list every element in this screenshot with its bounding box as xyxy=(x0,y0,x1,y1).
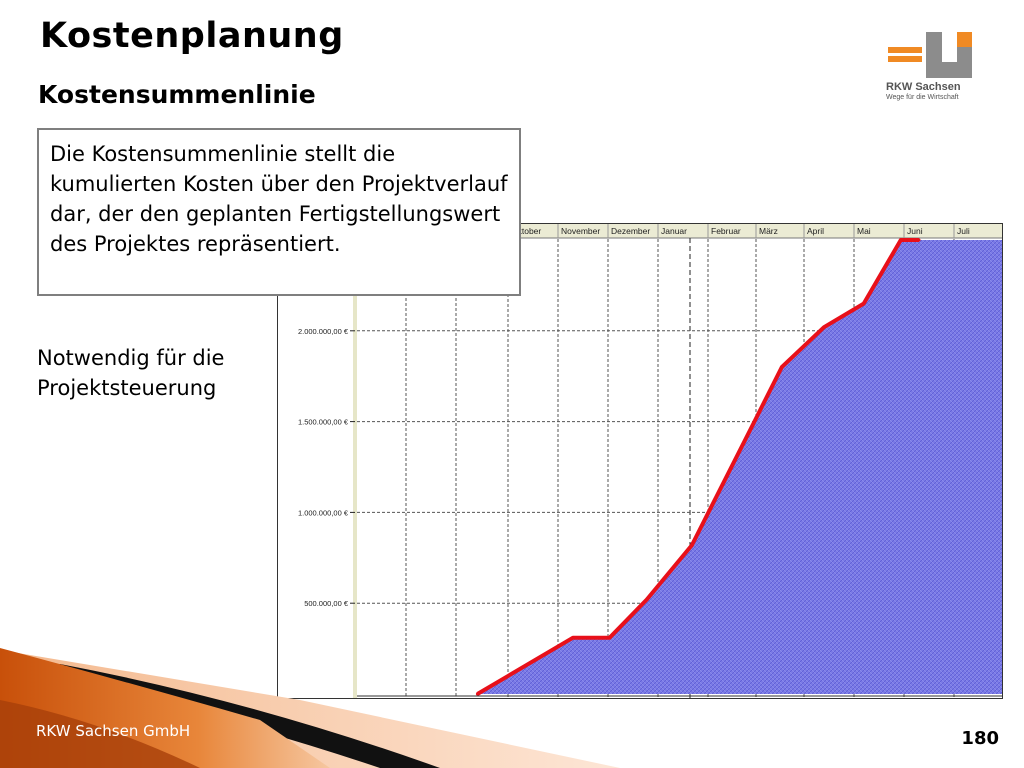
month-label: April xyxy=(807,226,824,236)
slide-subtitle: Kostensummenlinie xyxy=(38,80,316,109)
cost-sum-chart: Oktober November Dezember Januar Februar März… xyxy=(277,223,1003,699)
chart-svg: Oktober November Dezember Januar Februar März… xyxy=(278,224,1002,698)
data-point xyxy=(899,238,903,242)
logo-name: RKW Sachsen xyxy=(886,81,961,93)
month-label: Mai xyxy=(857,226,871,236)
data-point xyxy=(780,365,784,369)
definition-callout: Die Kostensummenlinie stellt die kumulie… xyxy=(37,128,521,296)
logo-orange-stripe-2 xyxy=(888,56,922,62)
month-label: Juli xyxy=(957,226,970,236)
footer-company: RKW Sachsen GmbH xyxy=(36,722,191,740)
data-point xyxy=(475,692,479,696)
logo-orange-square xyxy=(957,32,972,47)
month-label: Dezember xyxy=(611,226,650,236)
y-tick-label: 1.000.000,00 € xyxy=(298,508,349,517)
month-label: Februar xyxy=(711,226,741,236)
month-label: März xyxy=(759,226,778,236)
month-label: November xyxy=(561,226,600,236)
y-tick-label: 500.000,00 € xyxy=(304,599,349,608)
month-label: Januar xyxy=(661,226,687,236)
logo-white-notch xyxy=(942,32,957,62)
rkw-logo xyxy=(888,32,972,78)
logo-tagline: Wege für die Wirtschaft xyxy=(886,94,959,101)
month-label: Oktober xyxy=(511,226,541,236)
page-number: 180 xyxy=(961,728,999,749)
note-text: Notwendig für die Projektsteuerung xyxy=(37,346,225,400)
data-point xyxy=(690,543,694,547)
y-axis-panel xyxy=(278,224,357,698)
slide-title: Kostenplanung xyxy=(40,16,344,56)
y-tick-label: 1.500.000,00 € xyxy=(298,418,349,427)
logo-orange-stripe-1 xyxy=(888,47,922,53)
y-tick-label: 2.000.000,00 € xyxy=(298,327,349,336)
data-point xyxy=(862,302,866,306)
data-point xyxy=(752,420,756,424)
data-point xyxy=(608,636,612,640)
data-point xyxy=(917,238,921,242)
data-point xyxy=(822,325,826,329)
data-point xyxy=(645,598,649,602)
month-label: Juni xyxy=(907,226,923,236)
data-point xyxy=(571,636,575,640)
cumulative-cost-area xyxy=(477,240,1002,694)
